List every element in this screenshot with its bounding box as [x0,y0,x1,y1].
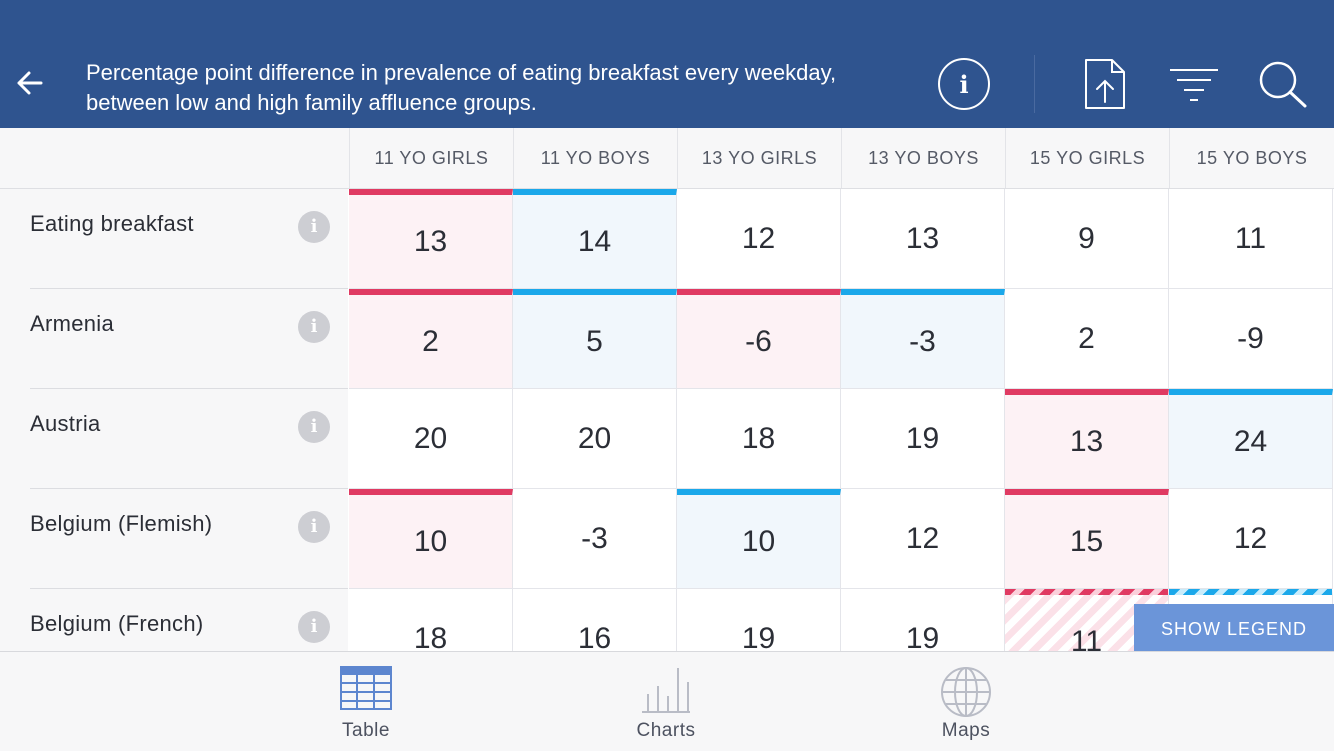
table-cell[interactable]: 11 [1169,189,1333,289]
tab-charts[interactable]: Charts [566,652,766,751]
table-cell[interactable]: -6 [677,289,841,389]
info-icon[interactable]: i [937,57,991,111]
column-header[interactable]: 13 YO GIRLS [677,128,841,188]
svg-text:i: i [959,70,968,99]
table-cell[interactable]: 13 [349,189,513,289]
table-cell[interactable]: 19 [841,389,1005,489]
table-cell[interactable]: 19 [677,589,841,651]
table-cell[interactable]: 9 [1005,189,1169,289]
table-cell[interactable]: 15 [1005,489,1169,589]
tab-table[interactable]: Table [266,652,466,751]
table-cell[interactable]: 2 [1005,289,1169,389]
info-icon[interactable]: i [298,511,330,543]
row-label-text: Belgium (Flemish) [30,511,213,536]
row-label[interactable]: Belgium (French) i [30,589,348,651]
table-cell[interactable]: -3 [841,289,1005,389]
table-cell[interactable]: 19 [841,589,1005,651]
column-header-row [0,128,1334,189]
row-label[interactable]: Eating breakfast i [30,189,348,289]
show-legend-button[interactable]: SHOW LEGEND [1134,604,1334,651]
tab-label: Maps [941,720,991,741]
table-cell[interactable]: 12 [677,189,841,289]
table-cell[interactable]: 16 [513,589,677,651]
info-icon[interactable]: i [298,611,330,643]
table-cell[interactable]: 13 [841,189,1005,289]
table-cell[interactable]: -9 [1169,289,1333,389]
search-icon[interactable] [1257,59,1309,109]
header-divider [1034,55,1035,113]
table-cell[interactable]: 12 [841,489,1005,589]
table-cell[interactable]: 14 [513,189,677,289]
tab-maps[interactable]: Maps [866,652,1066,751]
share-upload-icon[interactable] [1084,58,1126,110]
table-cell[interactable]: 18 [677,389,841,489]
row-label[interactable]: Austria i [30,389,348,489]
column-header[interactable]: 15 YO BOYS [1169,128,1334,188]
table-cell[interactable]: 18 [349,589,513,651]
info-icon[interactable]: i [298,411,330,443]
app-header: Percentage point difference in prevalenc… [0,0,1334,128]
arrow-left-icon[interactable] [14,66,46,100]
info-icon[interactable]: i [298,211,330,243]
table-cell[interactable]: 13 [1005,389,1169,489]
table-cell[interactable]: 10 [677,489,841,589]
row-label-text: Belgium (French) [30,611,204,636]
table-cell[interactable]: 20 [513,389,677,489]
tab-bar: Table Charts Maps [0,651,1334,751]
row-labels: Eating breakfast i Armenia i Austria i B… [0,189,348,651]
tab-label: Table [342,720,390,741]
table-cell[interactable]: 2 [349,289,513,389]
info-icon[interactable]: i [298,311,330,343]
column-header[interactable]: 15 YO GIRLS [1005,128,1169,188]
globe-icon [941,667,991,717]
row-label-text: Armenia [30,311,115,336]
column-header[interactable]: 13 YO BOYS [841,128,1005,188]
page-title: Percentage point difference in prevalenc… [86,60,837,115]
table-cell[interactable]: 5 [513,289,677,389]
row-label-text: Eating breakfast [30,211,194,236]
column-header[interactable]: 11 YO BOYS [513,128,677,188]
table-cell[interactable]: 20 [349,389,513,489]
table-cell[interactable]: 10 [349,489,513,589]
data-table: 13 14 12 13 9 11 2 5 -6 -3 2 -9 20 20 18 19 13 24 10 -3 10 12… [349,189,1334,651]
row-label[interactable]: Armenia i [30,289,348,389]
table-icon [340,666,392,710]
filter-icon[interactable] [1168,66,1220,106]
row-label-text: Austria [30,411,101,436]
tab-label: Charts [636,720,696,741]
table-cell[interactable]: -3 [513,489,677,589]
table-cell[interactable]: 24 [1169,389,1333,489]
bar-chart-icon [642,668,690,713]
row-label[interactable]: Belgium (Flemish) i [30,489,348,589]
column-header[interactable]: 11 YO GIRLS [349,128,513,188]
table-cell[interactable]: 12 [1169,489,1333,589]
